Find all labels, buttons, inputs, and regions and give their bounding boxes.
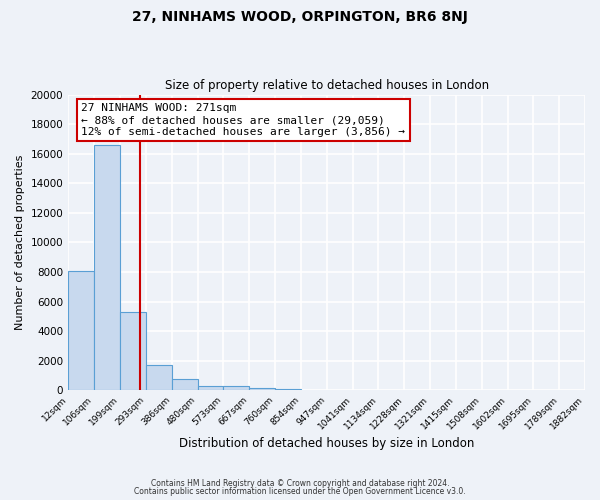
Text: Contains HM Land Registry data © Crown copyright and database right 2024.: Contains HM Land Registry data © Crown c… — [151, 478, 449, 488]
Bar — [94, 145, 120, 390]
Bar — [275, 388, 301, 390]
Text: 27 NINHAMS WOOD: 271sqm
← 88% of detached houses are smaller (29,059)
12% of sem: 27 NINHAMS WOOD: 271sqm ← 88% of detache… — [82, 104, 406, 136]
Bar — [172, 380, 197, 390]
Bar — [249, 388, 275, 390]
Bar — [68, 270, 94, 390]
Title: Size of property relative to detached houses in London: Size of property relative to detached ho… — [164, 79, 488, 92]
X-axis label: Distribution of detached houses by size in London: Distribution of detached houses by size … — [179, 437, 474, 450]
Bar — [223, 386, 249, 390]
Y-axis label: Number of detached properties: Number of detached properties — [15, 155, 25, 330]
Bar — [197, 386, 223, 390]
Text: Contains public sector information licensed under the Open Government Licence v3: Contains public sector information licen… — [134, 487, 466, 496]
Bar — [146, 364, 172, 390]
Bar — [120, 312, 146, 390]
Text: 27, NINHAMS WOOD, ORPINGTON, BR6 8NJ: 27, NINHAMS WOOD, ORPINGTON, BR6 8NJ — [132, 10, 468, 24]
